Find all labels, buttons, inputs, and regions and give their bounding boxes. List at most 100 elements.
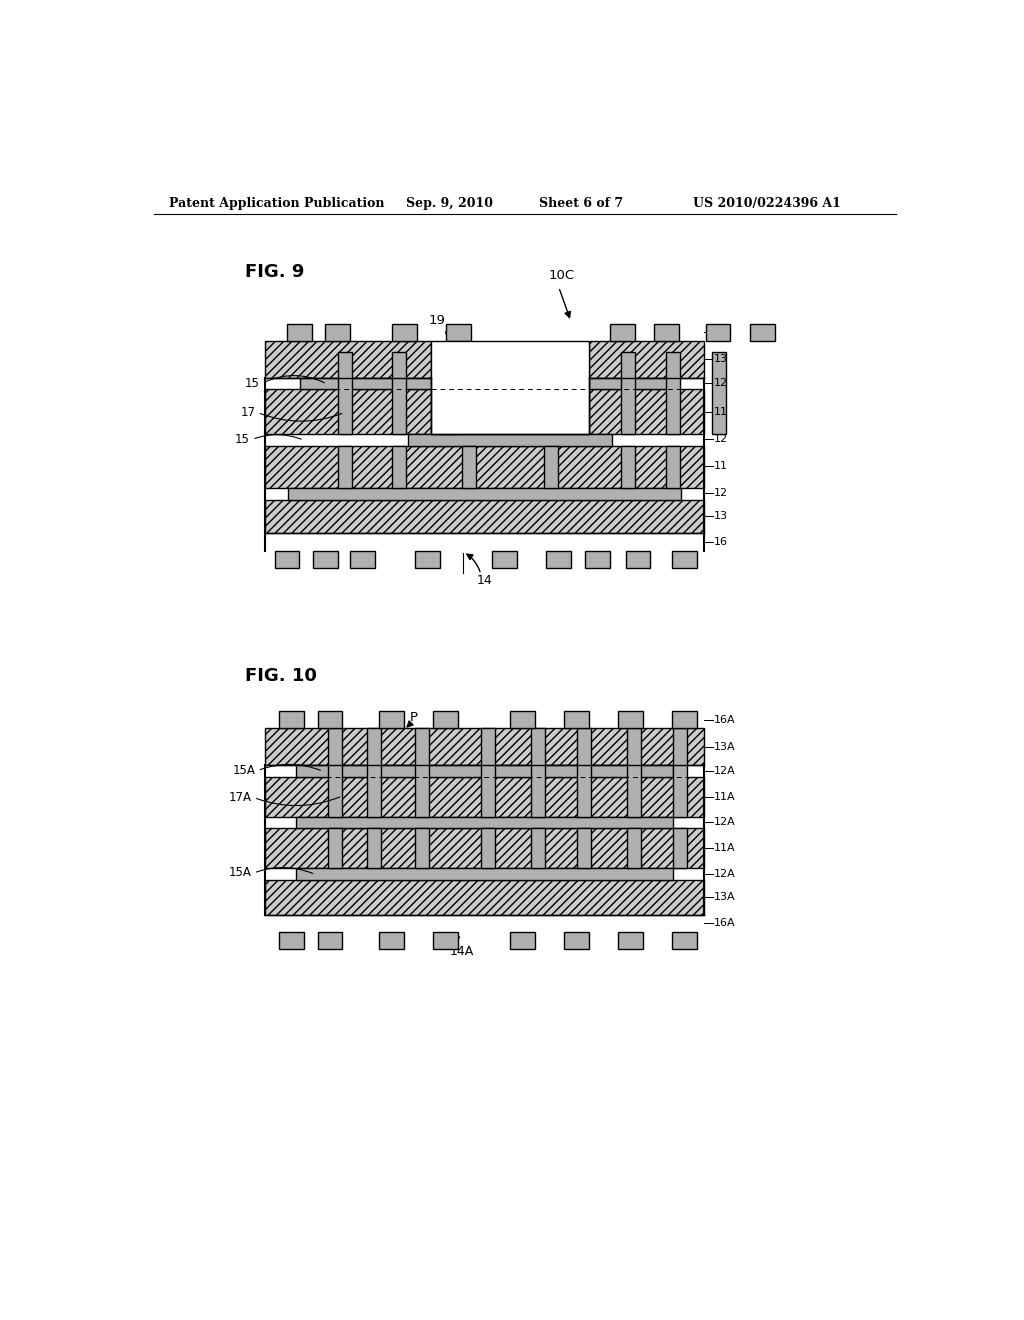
Bar [408,434,611,446]
Text: 12: 12 [714,434,728,445]
Text: 11A: 11A [714,843,736,853]
Bar [674,729,687,817]
Bar [265,389,431,434]
Text: 17: 17 [241,407,255,418]
Bar [339,352,352,434]
Text: 14: 14 [477,574,493,587]
Text: P: P [410,711,418,723]
Bar [462,446,475,488]
Bar [674,829,687,869]
Bar [329,729,342,817]
Text: 13A: 13A [714,742,736,751]
Bar [265,880,705,915]
Bar [350,552,375,568]
Text: 15: 15 [236,433,250,446]
Text: 19: 19 [429,314,445,326]
Text: Patent Application Publication: Patent Application Publication [169,197,385,210]
Bar [578,729,591,817]
Bar [626,552,650,568]
Bar [329,829,342,869]
Bar [289,488,681,499]
Bar [296,766,674,776]
Bar [617,711,643,729]
Text: 11A: 11A [714,792,736,801]
Bar [300,378,431,389]
Text: 11: 11 [714,407,728,417]
Bar [379,711,403,729]
Text: 15A: 15A [228,866,252,879]
Text: FIG. 9: FIG. 9 [245,264,304,281]
Bar [416,829,429,869]
Bar [392,446,407,488]
Text: 16A: 16A [714,917,736,928]
Bar [317,711,342,729]
Bar [621,352,635,434]
Bar [585,552,609,568]
Bar [531,829,545,869]
Bar [317,932,342,949]
Bar [672,711,696,729]
Bar [326,323,350,341]
Bar [531,729,545,817]
Text: 15: 15 [245,376,260,389]
Bar [296,869,674,880]
Text: 11: 11 [714,462,728,471]
Bar [564,711,589,729]
Bar [296,817,674,829]
Text: 17A: 17A [228,791,252,804]
Bar [589,389,705,434]
Bar [510,711,535,729]
Bar [578,829,591,869]
Bar [610,323,635,341]
Bar [416,552,440,568]
Bar [751,323,775,341]
Bar [446,323,471,341]
Bar [392,323,417,341]
Bar [621,446,635,488]
Bar [712,352,726,434]
Bar [493,552,517,568]
Bar [706,323,730,341]
Bar [589,378,670,389]
Text: FIG. 10: FIG. 10 [245,667,316,685]
Bar [628,829,641,869]
Text: 12A: 12A [714,817,736,828]
Bar [481,829,495,869]
Text: 12: 12 [714,488,728,499]
Bar [392,352,407,434]
Bar [672,552,696,568]
Bar [287,323,311,341]
Bar [265,729,705,766]
Bar [547,552,571,568]
Text: 10C: 10C [549,269,574,282]
Text: 13A: 13A [714,892,736,902]
Bar [265,829,705,869]
Bar [589,341,705,378]
Text: 12A: 12A [714,766,736,776]
Bar [481,729,495,817]
Text: 13: 13 [714,511,728,521]
Bar [367,829,381,869]
Text: 16A: 16A [714,714,736,725]
Bar [339,446,352,488]
Bar [367,729,381,817]
Bar [564,932,589,949]
Text: 13: 13 [714,354,728,364]
Bar [265,341,431,378]
Bar [510,932,535,949]
Text: 12A: 12A [714,869,736,879]
Text: 12: 12 [714,379,728,388]
Text: Sheet 6 of 7: Sheet 6 of 7 [539,197,623,210]
Bar [654,323,679,341]
Bar [544,446,558,488]
Bar [265,446,705,488]
Bar [442,352,457,434]
Text: 16: 16 [714,537,728,546]
Bar [313,552,338,568]
Bar [666,352,680,434]
Text: 15A: 15A [232,764,255,777]
Bar [666,446,680,488]
Bar [628,729,641,817]
Text: US 2010/0224396 A1: US 2010/0224396 A1 [692,197,841,210]
Bar [274,552,299,568]
